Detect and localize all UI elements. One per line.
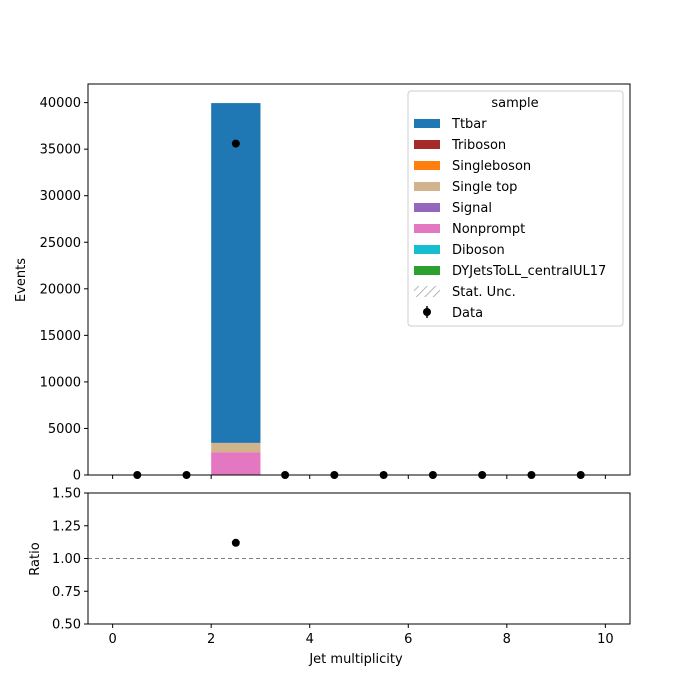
x-tick-label: 4 [306, 632, 314, 647]
y-tick-label: 20000 [40, 282, 81, 297]
ratio-point [231, 538, 240, 547]
y-tick-label: 1.00 [52, 552, 81, 567]
legend-swatch-singleboson [414, 161, 440, 170]
main-x-ticks [112, 475, 606, 479]
ratio-plot-frame [87, 492, 631, 625]
x-axis-label: Jet multiplicity [308, 652, 403, 667]
legend-swatch-diboson [414, 245, 440, 254]
y-tick-label: 10000 [40, 375, 81, 390]
legend-label-stat-unc-: Stat. Unc. [452, 285, 516, 300]
legend-label-ttbar: Ttbar [451, 117, 487, 132]
legend-title: sample [491, 96, 538, 111]
ratio-y-axis-label: Ratio [28, 542, 43, 575]
main-plot-frame [87, 83, 631, 476]
ratio-panel: 0.50 0.75 1.00 1.25 1.50 0 2 4 6 8 10 Ratio Jet m… [28, 487, 631, 667]
legend-swatch-triboson [414, 140, 440, 149]
legend-label-singleboson: Singleboson [452, 159, 531, 174]
bar-ttbar [211, 103, 261, 443]
legend-label-signal: Signal [452, 201, 492, 216]
x-tick-label: 0 [108, 632, 116, 647]
ratio-y-ticks: 0.50 0.75 1.00 1.25 1.50 [52, 487, 88, 633]
ratio-x-ticks: 0 2 4 6 8 10 [108, 624, 614, 647]
legend-label-single-top: Single top [452, 180, 517, 195]
legend-label-diboson: Diboson [452, 243, 505, 258]
y-tick-label: 0.50 [52, 618, 81, 633]
x-tick-label: 10 [597, 632, 614, 647]
legend: sample Ttbar Triboson Singleboson Single to… [407, 90, 624, 327]
main-bars [211, 103, 261, 475]
legend-swatch-ttbar [414, 119, 440, 128]
x-tick-label: 2 [207, 632, 215, 647]
y-tick-label: 0.75 [52, 585, 81, 600]
main-panel: 0 5000 10000 15000 20000 25000 30000 35000 40000… [14, 83, 631, 484]
y-tick-label: 15000 [40, 329, 81, 344]
legend-swatch-dyjetstoll-centralul17 [414, 266, 440, 275]
ratio-points [231, 538, 240, 547]
legend-entries: Ttbar Triboson Singleboson Single top Signal… [414, 117, 606, 321]
legend-label-dyjetstoll-centralul17: DYJetsToLL_centralUL17 [452, 264, 606, 279]
legend-swatch-nonprompt [414, 224, 440, 233]
bar-single-top [211, 442, 261, 453]
main-y-ticks: 0 5000 10000 15000 20000 25000 30000 35000 40000 [40, 96, 88, 484]
y-tick-label: 5000 [48, 422, 81, 437]
y-tick-label: 30000 [40, 189, 81, 204]
legend-swatch-single-top [414, 182, 440, 191]
data-point [231, 139, 240, 148]
bar-nonprompt [211, 452, 261, 475]
x-tick-label: 6 [404, 632, 412, 647]
y-tick-label: 1.50 [52, 487, 81, 502]
y-tick-label: 40000 [40, 96, 81, 111]
main-y-axis-label: Events [14, 258, 29, 302]
legend-swatch-signal [414, 203, 440, 212]
legend-box [407, 90, 624, 327]
legend-label-data: Data [452, 306, 483, 321]
y-tick-label: 35000 [40, 143, 81, 158]
legend-swatch-stat-unc- [414, 286, 440, 297]
y-tick-label: 0 [73, 469, 81, 484]
legend-marker-data [423, 306, 431, 318]
legend-label-triboson: Triboson [451, 138, 506, 153]
legend-label-nonprompt: Nonprompt [452, 222, 525, 237]
y-tick-label: 25000 [40, 236, 81, 251]
y-tick-label: 1.25 [52, 519, 81, 534]
x-tick-label: 8 [503, 632, 511, 647]
